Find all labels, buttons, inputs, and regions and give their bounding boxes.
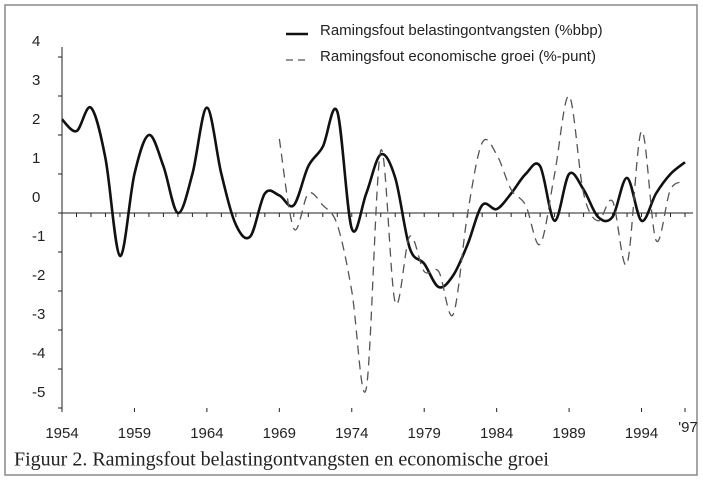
y-tick-label: -1 bbox=[32, 228, 45, 245]
y-tick-label: -4 bbox=[32, 345, 45, 362]
x-tick-label: 1984 bbox=[480, 425, 513, 442]
legend-label: Ramingsfout economische groei (%-punt) bbox=[320, 48, 596, 65]
y-tick-label: -5 bbox=[32, 384, 45, 401]
x-tick-label: 1994 bbox=[625, 425, 658, 442]
y-tick-label: 0 bbox=[32, 189, 40, 206]
x-tick-label: 1974 bbox=[335, 425, 368, 442]
caption: Figuur 2. Ramingsfout belastingontvangst… bbox=[14, 449, 549, 471]
y-tick-label: -3 bbox=[32, 306, 45, 323]
series-line bbox=[61, 106, 686, 289]
y-tick-label: 1 bbox=[32, 150, 40, 167]
x-tick-label: 1969 bbox=[263, 425, 296, 442]
legend-label: Ramingsfout belastingontvangsten (%bbp) bbox=[320, 22, 603, 39]
x-tick-label: 1964 bbox=[190, 425, 223, 442]
y-tick-label: 3 bbox=[32, 72, 40, 89]
x-tick-label: 1959 bbox=[118, 425, 151, 442]
y-tick-label: 4 bbox=[32, 33, 40, 50]
y-tick-label: -2 bbox=[32, 267, 45, 284]
x-tick-label: 1989 bbox=[552, 425, 585, 442]
frame bbox=[4, 4, 698, 476]
x-tick-label: 1954 bbox=[45, 425, 78, 442]
x-tick-label: 1979 bbox=[408, 425, 441, 442]
series-line bbox=[278, 95, 686, 393]
x-tick-label: '97 bbox=[678, 419, 698, 436]
y-tick-label: 2 bbox=[32, 111, 40, 128]
